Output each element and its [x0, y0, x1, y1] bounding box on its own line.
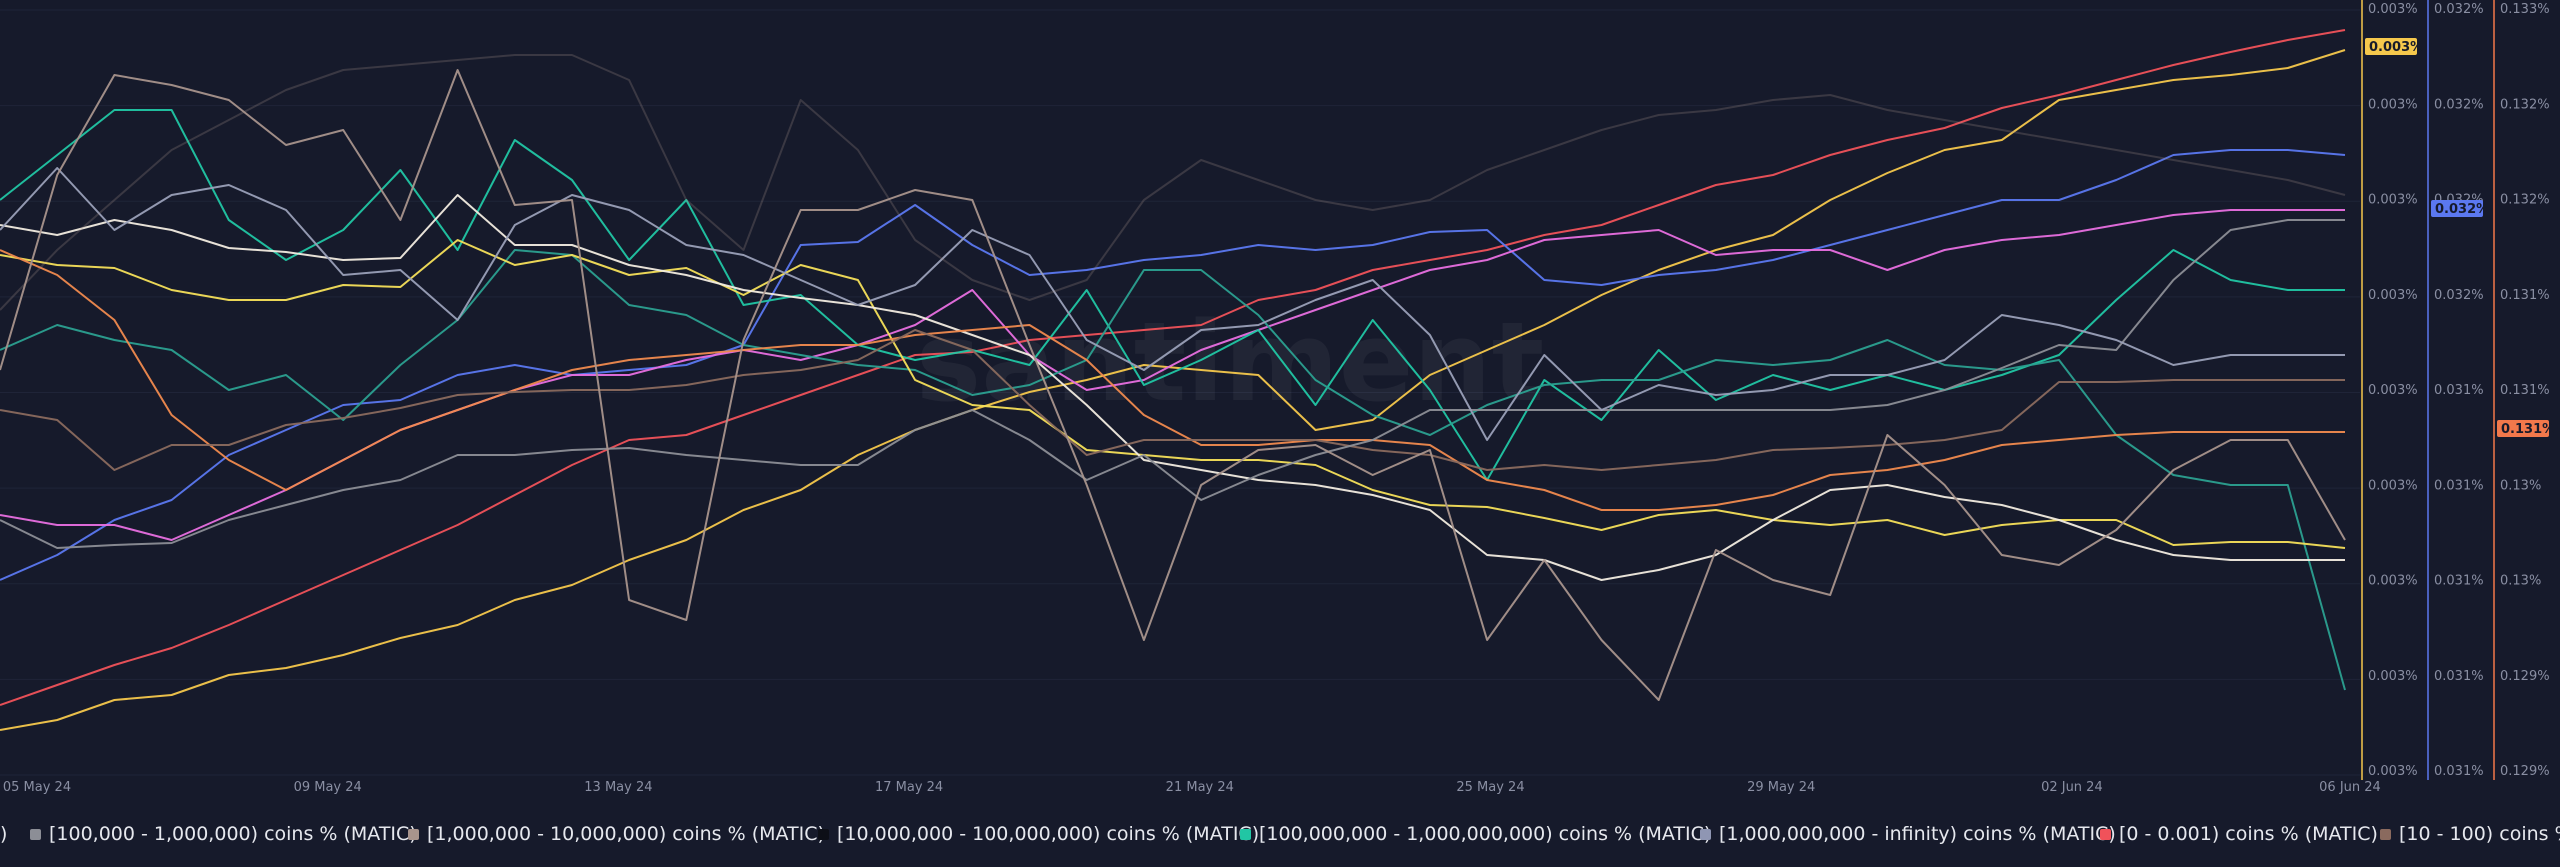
legend-swatch [2380, 828, 2391, 840]
legend-item[interactable]: [0 - 0.001) coins % (MATIC) [2100, 823, 2378, 845]
series-line [0, 49, 2346, 731]
legend: ) [100,000 - 1,000,000) coins % (MATIC) [1… [0, 815, 2560, 855]
legend-swatch [818, 828, 829, 840]
series-line [0, 239, 2346, 549]
series-line [0, 109, 2345, 481]
legend-item[interactable]: [100,000,000 - 1,000,000,000) coins % (M… [1240, 823, 1711, 845]
y-tick-label: 0.003% [2368, 764, 2418, 779]
y-tick-label: 0.003% [2368, 193, 2418, 208]
x-tick-label: 25 May 24 [1456, 780, 1524, 795]
x-tick-label: 09 May 24 [294, 780, 362, 795]
x-tick-label: 05 May 24 [3, 780, 71, 795]
y-tick-label: 0.031% [2434, 669, 2484, 684]
y-tick-label: 0.129% [2500, 669, 2550, 684]
y-tick-label: 0.13% [2500, 574, 2541, 589]
y-tick-label: 0.003% [2368, 669, 2418, 684]
series-line [0, 194, 2345, 581]
chart-grid [0, 9, 2360, 776]
y-tick-label: 0.003% [2368, 97, 2418, 112]
series-line [0, 167, 2345, 441]
legend-label: [0 - 0.001) coins % (MATIC) [2119, 823, 2378, 845]
x-tick-label: 06 Jun 24 [2319, 780, 2381, 795]
y-tick-label: 0.13% [2500, 478, 2541, 493]
watermark: santiment [916, 298, 1544, 426]
legend-swatch [408, 828, 419, 840]
series-line [0, 149, 2346, 581]
legend-label: [1,000,000 - 10,000,000) coins % (MATIC) [427, 823, 825, 845]
legend-item[interactable]: ) [0, 823, 7, 845]
legend-label: [10 - 100) coins % (M [2399, 823, 2560, 845]
series-line [0, 329, 2345, 471]
y-tick-label: 0.003% [2368, 2, 2418, 17]
y-axis-badge [2497, 420, 2549, 437]
legend-item[interactable]: [1,000,000,000 - infinity) coins % (MATI… [1700, 823, 2116, 845]
x-tick-label: 13 May 24 [584, 780, 652, 795]
series-line [0, 249, 2345, 511]
legend-label: [1,000,000,000 - infinity) coins % (MATI… [1719, 823, 2116, 845]
y-tick-label: 0.032% [2434, 97, 2484, 112]
y-tick-label: 0.132% [2500, 97, 2550, 112]
series-line [0, 69, 2346, 701]
y-tick-label: 0.031% [2434, 478, 2484, 493]
y-tick-label: 0.129% [2500, 764, 2550, 779]
x-tick-label: 02 Jun 24 [2041, 780, 2103, 795]
series-line [0, 54, 2346, 311]
y-tick-label: 0.032% [2434, 2, 2484, 17]
series-lines [0, 29, 2346, 731]
y-tick-label: 0.031% [2434, 764, 2484, 779]
x-tick-label: 29 May 24 [1747, 780, 1815, 795]
series-line [0, 249, 2346, 691]
y-tick-label: 0.003% [2368, 574, 2418, 589]
y-tick-label: 0.031% [2434, 574, 2484, 589]
legend-item[interactable]: [100,000 - 1,000,000) coins % (MATIC) [30, 823, 417, 845]
y-axis-badge [2365, 38, 2417, 55]
y-axis-badge-label: 0.003% [2369, 40, 2423, 55]
y-tick-label: 0.131% [2500, 288, 2550, 303]
y-tick-label: 0.032% [2434, 288, 2484, 303]
legend-swatch [1240, 828, 1251, 840]
x-tick-label: 21 May 24 [1166, 780, 1234, 795]
legend-swatch [30, 828, 41, 840]
legend-item[interactable]: [10,000,000 - 100,000,000) coins % (MATI… [818, 823, 1259, 845]
legend-label: [10,000,000 - 100,000,000) coins % (MATI… [837, 823, 1260, 845]
y-tick-label: 0.133% [2500, 2, 2550, 17]
y-axes: 0.003% 0.003% 0.003% 0.003% 0.003% 0.003% 0.00… [2361, 0, 2555, 780]
series-line [0, 219, 2345, 549]
legend-label: [100,000 - 1,000,000) coins % (MATIC) [49, 823, 417, 845]
legend-swatch [2100, 828, 2111, 840]
y-axis-badge [2431, 200, 2483, 217]
y-axis-badge-label: 0.131% [2501, 422, 2555, 437]
series-line [0, 29, 2346, 706]
y-axis-badge-label: 0.032% [2435, 202, 2489, 217]
x-tick-label: 17 May 24 [875, 780, 943, 795]
y-tick-label: 0.003% [2368, 288, 2418, 303]
legend-item[interactable]: [10 - 100) coins % (M [2380, 823, 2560, 845]
y-tick-label: 0.031% [2434, 383, 2484, 398]
y-tick-label: 0.003% [2368, 383, 2418, 398]
legend-item[interactable]: [1,000,000 - 10,000,000) coins % (MATIC) [408, 823, 825, 845]
x-axis-ticks: 05 May 24 09 May 24 13 May 24 17 May 24 21 M… [3, 780, 2381, 795]
y-tick-label: 0.132% [2500, 193, 2550, 208]
y-tick-label: 0.131% [2500, 383, 2550, 398]
legend-swatch [1700, 828, 1711, 840]
y-tick-label: 0.003% [2368, 478, 2418, 493]
legend-label: ) [0, 823, 8, 845]
legend-label: [100,000,000 - 1,000,000,000) coins % (M… [1259, 823, 1712, 845]
